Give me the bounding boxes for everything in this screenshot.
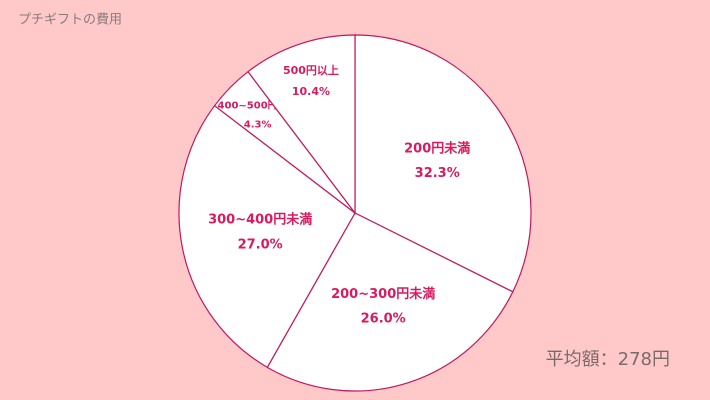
chart-title: プチギフトの費用 xyxy=(18,13,122,28)
slice-value-label: 27.0% xyxy=(238,237,283,252)
slice-label: 500円以上 xyxy=(283,63,339,77)
annotation: 平均額：278円 xyxy=(546,349,670,370)
slice-label: 200~300円未満 xyxy=(331,286,435,302)
pie-slice xyxy=(354,34,532,293)
slice-label: 300~400円未満 xyxy=(208,212,312,228)
pie-slice xyxy=(266,212,514,392)
slice-value-label: 26.0% xyxy=(361,312,406,327)
slice-label: 200円未満 xyxy=(404,140,470,156)
pie-slice xyxy=(178,104,356,369)
slice-value-label: 4.3% xyxy=(244,120,272,131)
pie-slice xyxy=(247,34,356,215)
slice-value-label: 32.3% xyxy=(415,166,460,181)
slice-value-label: 10.4% xyxy=(292,85,330,98)
